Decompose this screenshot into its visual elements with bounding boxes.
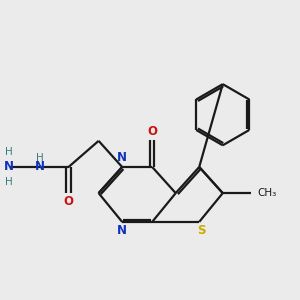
Text: H: H (5, 177, 13, 187)
Text: CH₃: CH₃ (257, 188, 277, 198)
Text: N: N (35, 160, 45, 173)
Text: N: N (4, 160, 14, 173)
Text: H: H (5, 147, 13, 157)
Text: H: H (36, 153, 44, 163)
Text: N: N (117, 224, 127, 237)
Text: O: O (147, 124, 157, 138)
Text: O: O (64, 196, 74, 208)
Text: N: N (117, 151, 127, 164)
Text: S: S (197, 224, 206, 237)
